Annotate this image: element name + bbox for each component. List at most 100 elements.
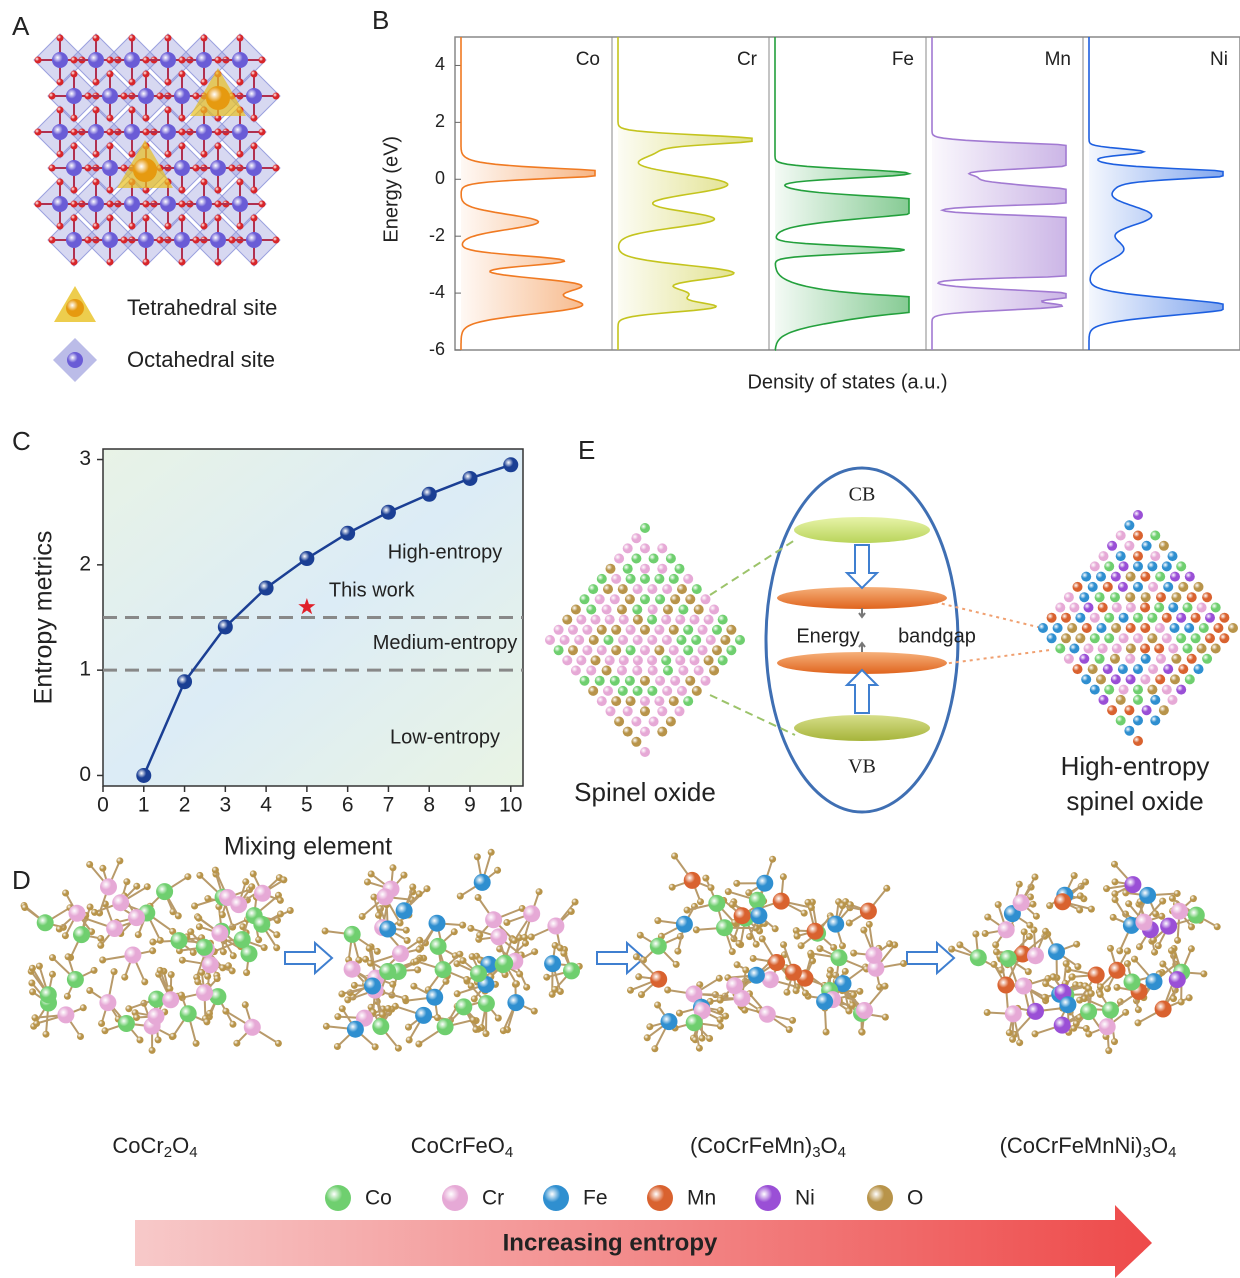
metal-atom: [196, 939, 213, 956]
oxygen: [215, 215, 222, 222]
oxygen: [850, 991, 857, 998]
oxygen: [1042, 928, 1049, 935]
oxygen: [1073, 1020, 1080, 1027]
oxygen: [179, 187, 186, 194]
metal-atom: [650, 938, 667, 955]
atom: [586, 605, 596, 615]
formula-part: 2: [164, 1144, 172, 1161]
oxygen: [233, 1040, 240, 1047]
atom: [1170, 623, 1180, 633]
x-tick-label: 10: [499, 794, 522, 817]
atom: [625, 676, 635, 686]
atom: [1133, 633, 1143, 643]
metal-atom: [180, 1005, 197, 1022]
oxygen: [121, 165, 128, 172]
atom: [1126, 572, 1136, 582]
atom: [698, 625, 708, 635]
atom: [632, 605, 642, 615]
atom: [657, 543, 667, 553]
atom: [1170, 572, 1180, 582]
atom: [647, 655, 657, 665]
atom: [726, 625, 736, 635]
atom: [603, 686, 613, 696]
oxygen: [193, 165, 200, 172]
oxygen: [500, 1027, 507, 1034]
atom: [662, 584, 672, 594]
oxygen: [674, 948, 681, 955]
oxygen: [1158, 913, 1165, 920]
atom: [675, 564, 685, 574]
atom: [1133, 561, 1143, 571]
atom: [709, 605, 719, 615]
oxygen: [984, 914, 991, 921]
entropy-arrow-label: Increasing entropy: [503, 1229, 718, 1256]
oxygen: [259, 57, 266, 64]
metal-atom: [1124, 876, 1141, 893]
oxygen: [416, 890, 423, 897]
oxygen: [129, 79, 136, 86]
crystal-structure: [34, 34, 280, 382]
oxygen: [99, 957, 106, 964]
metal-atom: [807, 923, 824, 940]
atom: [1124, 726, 1134, 736]
atom: [657, 727, 667, 737]
oxygen: [143, 57, 150, 64]
metal-atom: [1169, 971, 1186, 988]
x-tick-label: 8: [423, 794, 435, 817]
panel-label: A: [12, 11, 30, 41]
oxygen: [572, 899, 579, 906]
oxygen: [736, 940, 743, 947]
atom: [1118, 582, 1128, 592]
atom: [1159, 705, 1169, 715]
metal-atom: [773, 893, 790, 910]
oxygen: [193, 237, 200, 244]
oxygen: [733, 880, 740, 887]
oxygen: [725, 888, 732, 895]
oxygen: [248, 883, 255, 890]
metal-atom: [379, 963, 396, 980]
oxygen: [860, 927, 867, 934]
atom: [1053, 623, 1063, 633]
oxygen: [137, 1037, 144, 1044]
atom: [1219, 633, 1229, 643]
oxygen: [111, 968, 118, 975]
data-point: [136, 768, 151, 783]
metal-atom: [1146, 973, 1163, 990]
band: [777, 587, 947, 609]
oxygen: [215, 201, 222, 208]
atom: [611, 574, 621, 584]
oxygen: [184, 873, 191, 880]
atom: [1099, 551, 1109, 561]
metal-atom: [726, 977, 743, 994]
oxygen: [107, 201, 114, 208]
atom: [1187, 654, 1197, 664]
compound-label: CoCrFeO4: [411, 1133, 513, 1161]
oxygen: [251, 215, 258, 222]
atom: [701, 676, 711, 686]
atom: [655, 676, 665, 686]
atom: [591, 655, 601, 665]
formula-part: O: [821, 1133, 838, 1158]
atom: [1090, 685, 1100, 695]
oxygen: [196, 923, 203, 930]
atom: [1154, 644, 1164, 654]
oxygen: [1174, 890, 1181, 897]
metal-atom: [1109, 962, 1126, 979]
oxygen: [64, 993, 71, 1000]
atom: [610, 676, 620, 686]
oxygen: [1135, 1019, 1142, 1026]
oxygen: [1168, 947, 1175, 954]
oxygen: [91, 909, 98, 916]
metal-atom: [112, 894, 129, 911]
metal-atom: [392, 945, 409, 962]
atom: [709, 666, 719, 676]
oxygen: [143, 201, 150, 208]
atom: [633, 584, 643, 594]
atom: [1133, 582, 1143, 592]
oxygen: [71, 115, 78, 122]
oxygen: [717, 1023, 724, 1030]
oxygen: [568, 908, 575, 915]
atom: [694, 666, 704, 676]
oxygen: [57, 79, 64, 86]
tetra-atom: [133, 158, 157, 182]
